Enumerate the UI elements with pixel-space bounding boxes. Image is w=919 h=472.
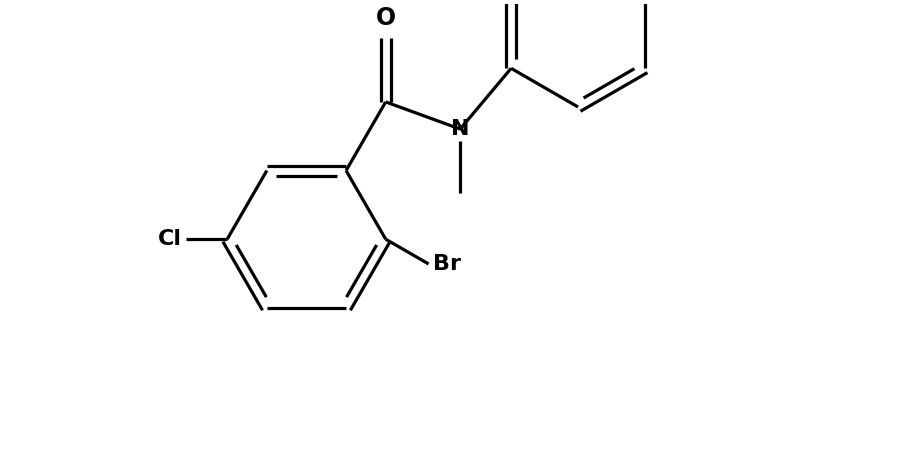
Text: N: N (450, 119, 469, 139)
Text: Br: Br (432, 254, 460, 274)
Text: Cl: Cl (157, 229, 181, 249)
Text: O: O (375, 6, 395, 30)
